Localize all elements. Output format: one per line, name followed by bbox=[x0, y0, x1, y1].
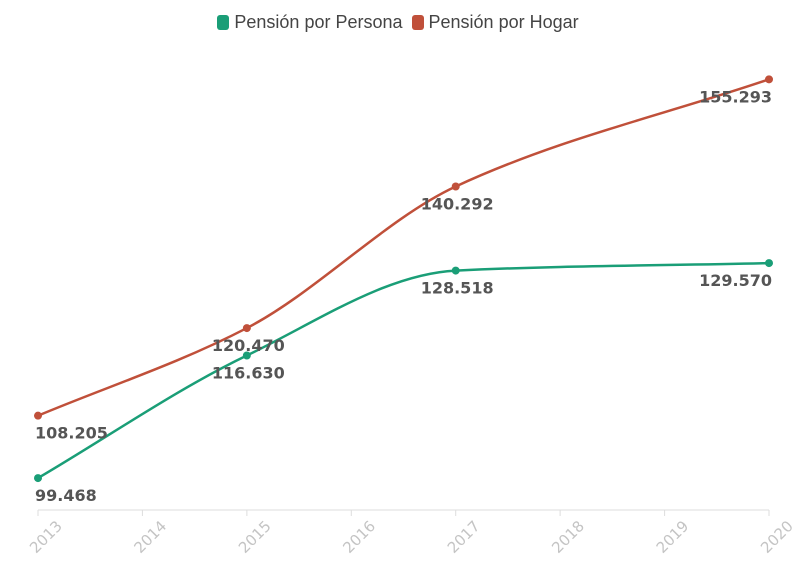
x-tick-label-2018: 2018 bbox=[548, 517, 588, 557]
data-point-persona-2020 bbox=[765, 259, 773, 268]
data-point-hogar-2013 bbox=[34, 411, 42, 420]
legend-swatch-persona bbox=[217, 15, 230, 30]
x-tick-label-2017: 2017 bbox=[444, 517, 484, 557]
data-label-hogar-2017: 140.292 bbox=[421, 194, 494, 213]
x-tick-label-2014: 2014 bbox=[131, 517, 171, 557]
legend-label-hogar: Pensión por Hogar bbox=[428, 12, 579, 32]
series-line-persona bbox=[37, 261, 770, 480]
x-tick-label-2016: 2016 bbox=[339, 517, 379, 557]
data-label-hogar-2020: 155.293 bbox=[699, 87, 772, 106]
series-line-hogar bbox=[37, 78, 770, 417]
legend-label-persona: Pensión por Persona bbox=[234, 12, 403, 32]
legend: Pensión por Persona Pensión por Hogar bbox=[0, 12, 796, 35]
data-label-persona-2015: 116.630 bbox=[212, 364, 285, 383]
x-tick-label-2015: 2015 bbox=[235, 517, 275, 557]
x-tick-label-2020: 2020 bbox=[757, 517, 796, 557]
x-tick-label-2013: 2013 bbox=[26, 517, 66, 557]
data-point-persona-2013 bbox=[34, 474, 42, 483]
data-label-persona-2017: 128.518 bbox=[421, 279, 494, 298]
data-point-persona-2017 bbox=[451, 266, 460, 275]
data-label-persona-2020: 129.570 bbox=[699, 271, 772, 290]
legend-item-persona[interactable]: Pensión por Persona bbox=[217, 12, 403, 33]
data-label-hogar-2015: 120.470 bbox=[212, 336, 285, 355]
data-point-persona-2015 bbox=[242, 351, 251, 360]
data-point-hogar-2020 bbox=[765, 75, 773, 84]
legend-item-hogar[interactable]: Pensión por Hogar bbox=[411, 12, 579, 33]
x-tick-label-2019: 2019 bbox=[653, 517, 693, 557]
legend-swatch-hogar bbox=[411, 15, 424, 30]
data-label-persona-2013: 99.468 bbox=[35, 486, 97, 505]
data-point-hogar-2017 bbox=[451, 182, 460, 191]
data-label-hogar-2013: 108.205 bbox=[35, 424, 108, 443]
data-point-hogar-2015 bbox=[242, 324, 251, 333]
